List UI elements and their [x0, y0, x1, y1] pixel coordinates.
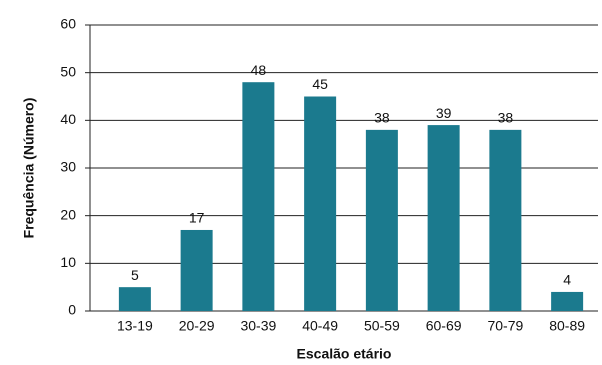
value-label: 48 [251, 62, 267, 78]
x-tick-label: 30-39 [240, 318, 276, 334]
value-label: 38 [374, 110, 390, 126]
bar [427, 125, 460, 311]
y-tick-label: 10 [60, 254, 76, 270]
bar [242, 82, 275, 311]
x-tick-label: 50-59 [364, 318, 400, 334]
x-tick-label: 40-49 [302, 318, 338, 334]
value-label: 5 [131, 267, 139, 283]
x-axis-label: Escalão etário [297, 346, 392, 362]
value-label: 4 [563, 272, 571, 288]
y-tick-label: 60 [60, 16, 76, 32]
y-tick-label: 0 [68, 302, 76, 318]
bar [180, 229, 213, 311]
x-tick-label: 20-29 [179, 318, 215, 334]
y-axis-label: Frequência (Número) [21, 98, 37, 239]
bar [551, 291, 584, 311]
y-tick-label: 40 [60, 111, 76, 127]
bar [365, 129, 398, 311]
value-label: 17 [189, 210, 205, 226]
x-tick-label: 60-69 [426, 318, 462, 334]
value-label: 38 [498, 110, 514, 126]
x-tick-label: 80-89 [549, 318, 585, 334]
y-tick-label: 20 [60, 206, 76, 222]
bar [118, 287, 151, 311]
y-tick-label: 30 [60, 159, 76, 175]
value-label: 45 [312, 76, 328, 92]
bar [489, 129, 522, 311]
value-label: 39 [436, 105, 452, 121]
bar [304, 96, 337, 311]
x-tick-label: 70-79 [487, 318, 523, 334]
y-tick-label: 50 [60, 63, 76, 79]
x-tick-label: 13-19 [117, 318, 153, 334]
